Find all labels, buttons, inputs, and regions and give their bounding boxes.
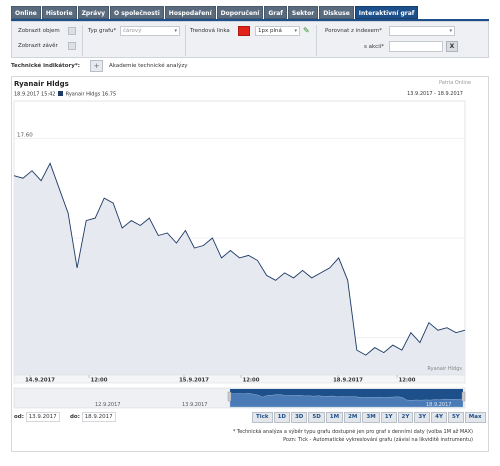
period-button-5d[interactable]: 5D <box>308 412 325 423</box>
x-tick-label: 12:00 <box>243 378 260 384</box>
volume-label: Zobrazit objem <box>18 28 60 34</box>
from-date-input[interactable]: 13.9.2017 <box>25 412 60 422</box>
series-area <box>14 163 465 375</box>
close-checkbox[interactable] <box>68 42 76 50</box>
info-value: 16.75 <box>101 91 117 98</box>
period-button-4y[interactable]: 4Y <box>431 412 447 423</box>
chart-type-label: Typ grafu* <box>88 28 117 34</box>
navigator-label: 12.9.2017 <box>95 402 120 408</box>
indicators-label: Technické indikátory*: <box>11 63 80 69</box>
tab-interaktivni-graf[interactable]: Interaktivní graf <box>354 6 419 19</box>
ta-academy-link[interactable]: Akademie technické analýzy <box>109 63 188 69</box>
x-tick-label: 12:00 <box>91 378 108 384</box>
info-series: Ryanair Hldgs <box>65 91 101 98</box>
tab-underline <box>11 19 489 21</box>
navigator-label: 13.9.2017 <box>182 402 207 408</box>
indicators-row: Technické indikátory*: + Akademie techni… <box>11 58 489 75</box>
period-button-tick[interactable]: Tick <box>252 412 273 423</box>
clear-button[interactable]: X <box>446 41 458 52</box>
volume-checkbox[interactable] <box>68 27 76 35</box>
chevron-down-icon: ▾ <box>174 28 177 34</box>
stock-label: s akcií* <box>364 44 384 50</box>
x-tick-label: 18.9.2017 <box>333 378 363 384</box>
chevron-down-icon: ▾ <box>294 28 297 34</box>
chart-controls-panel: Zobrazit objem Zobrazit závěr Typ grafu*… <box>11 21 489 58</box>
info-time: 18.9.2017 15:42 <box>14 91 56 98</box>
note-ta: * Technická analýza a výběr typu grafu d… <box>232 429 473 435</box>
note-tick: Pozn: Tick - Automatické vykreslování gr… <box>283 437 473 443</box>
instrument-title: Ryanair Hldgs <box>14 80 69 88</box>
from-label: od: <box>14 414 24 420</box>
trend-label: Trendová linka <box>190 28 230 34</box>
chart-type-select[interactable]: čárový ▾ <box>120 26 180 36</box>
trend-style-value: 1px plná <box>258 28 282 34</box>
to-date-input[interactable]: 18.9.2017 <box>81 412 116 422</box>
info-range: 13.9.2017 - 18.9.2017 <box>407 91 463 97</box>
date-from: od: 13.9.2017 <box>14 412 60 422</box>
source-label: Patria Online <box>438 80 471 86</box>
navigator-handle-right <box>461 391 466 402</box>
period-buttons: Tick 1D 3D 5D 1M 2M 3M 1Y 2Y 3Y 4Y 5Y Max <box>252 412 486 423</box>
trend-color-swatch[interactable] <box>238 26 250 36</box>
period-button-5y[interactable]: 5Y <box>447 412 464 423</box>
x-tick-label: 15.9.2017 <box>179 378 209 384</box>
period-button-3d[interactable]: 3D <box>290 412 308 423</box>
period-button-1d[interactable]: 1D <box>273 412 290 423</box>
period-button-1m[interactable]: 1M <box>325 412 344 423</box>
divider <box>82 25 83 56</box>
period-button-1y[interactable]: 1Y <box>380 412 397 423</box>
tab-doporuceni[interactable]: Doporučení <box>216 6 264 19</box>
period-button-3y[interactable]: 3Y <box>414 412 431 423</box>
divider <box>316 25 317 56</box>
compare-index-select[interactable]: ▾ <box>389 26 455 36</box>
tab-historie[interactable]: Historie <box>41 6 77 19</box>
period-button-max[interactable]: Max <box>464 412 486 423</box>
x-tick-label: 14.9.2017 <box>25 378 55 384</box>
navigator-series <box>229 393 464 408</box>
x-axis-bar <box>13 374 466 384</box>
x-tick-label: 12:00 <box>399 378 416 384</box>
chevron-down-icon: ▾ <box>449 28 452 34</box>
trend-style-select[interactable]: 1px plná ▾ <box>255 26 300 36</box>
watermark-label: Ryanair Hldgs <box>427 366 462 372</box>
add-indicator-button[interactable]: + <box>90 60 103 72</box>
to-label: do: <box>70 414 80 420</box>
tab-diskuse[interactable]: Diskuse <box>319 6 354 19</box>
period-button-2m[interactable]: 2M <box>344 412 362 423</box>
series-marker-icon <box>58 91 64 96</box>
tab-sektor[interactable]: Sektor <box>287 6 319 19</box>
navigator-label: 18.9.2017 <box>426 402 451 408</box>
compare-label: Porovnat z indexem* <box>325 28 383 34</box>
compare-stock-input[interactable] <box>389 41 443 52</box>
date-to: do: 18.9.2017 <box>70 412 116 422</box>
tab-online[interactable]: Online <box>11 6 41 19</box>
chart-info-bar: 18.9.2017 15:42 Ryanair Hldgs 16.75 13.9… <box>14 91 463 99</box>
y-tick-label: 17.60 <box>17 132 33 138</box>
tab-o-spolecnosti[interactable]: O společnosti <box>110 6 164 19</box>
tab-bar: Online Historie Zprávy O společnosti Hos… <box>11 6 419 19</box>
chart-type-value: čárový <box>123 28 142 34</box>
tab-graf[interactable]: Graf <box>264 6 287 19</box>
navigator-handle-left <box>227 391 232 402</box>
tab-zpravy[interactable]: Zprávy <box>77 6 110 19</box>
period-button-2y[interactable]: 2Y <box>397 412 414 423</box>
tab-hospodareni[interactable]: Hospodaření <box>164 6 216 19</box>
pencil-icon[interactable]: ✎ <box>303 26 310 35</box>
close-label: Zobrazit závěr <box>18 43 58 49</box>
period-button-3m[interactable]: 3M <box>362 412 380 423</box>
divider <box>185 25 186 56</box>
series-line <box>13 162 466 356</box>
